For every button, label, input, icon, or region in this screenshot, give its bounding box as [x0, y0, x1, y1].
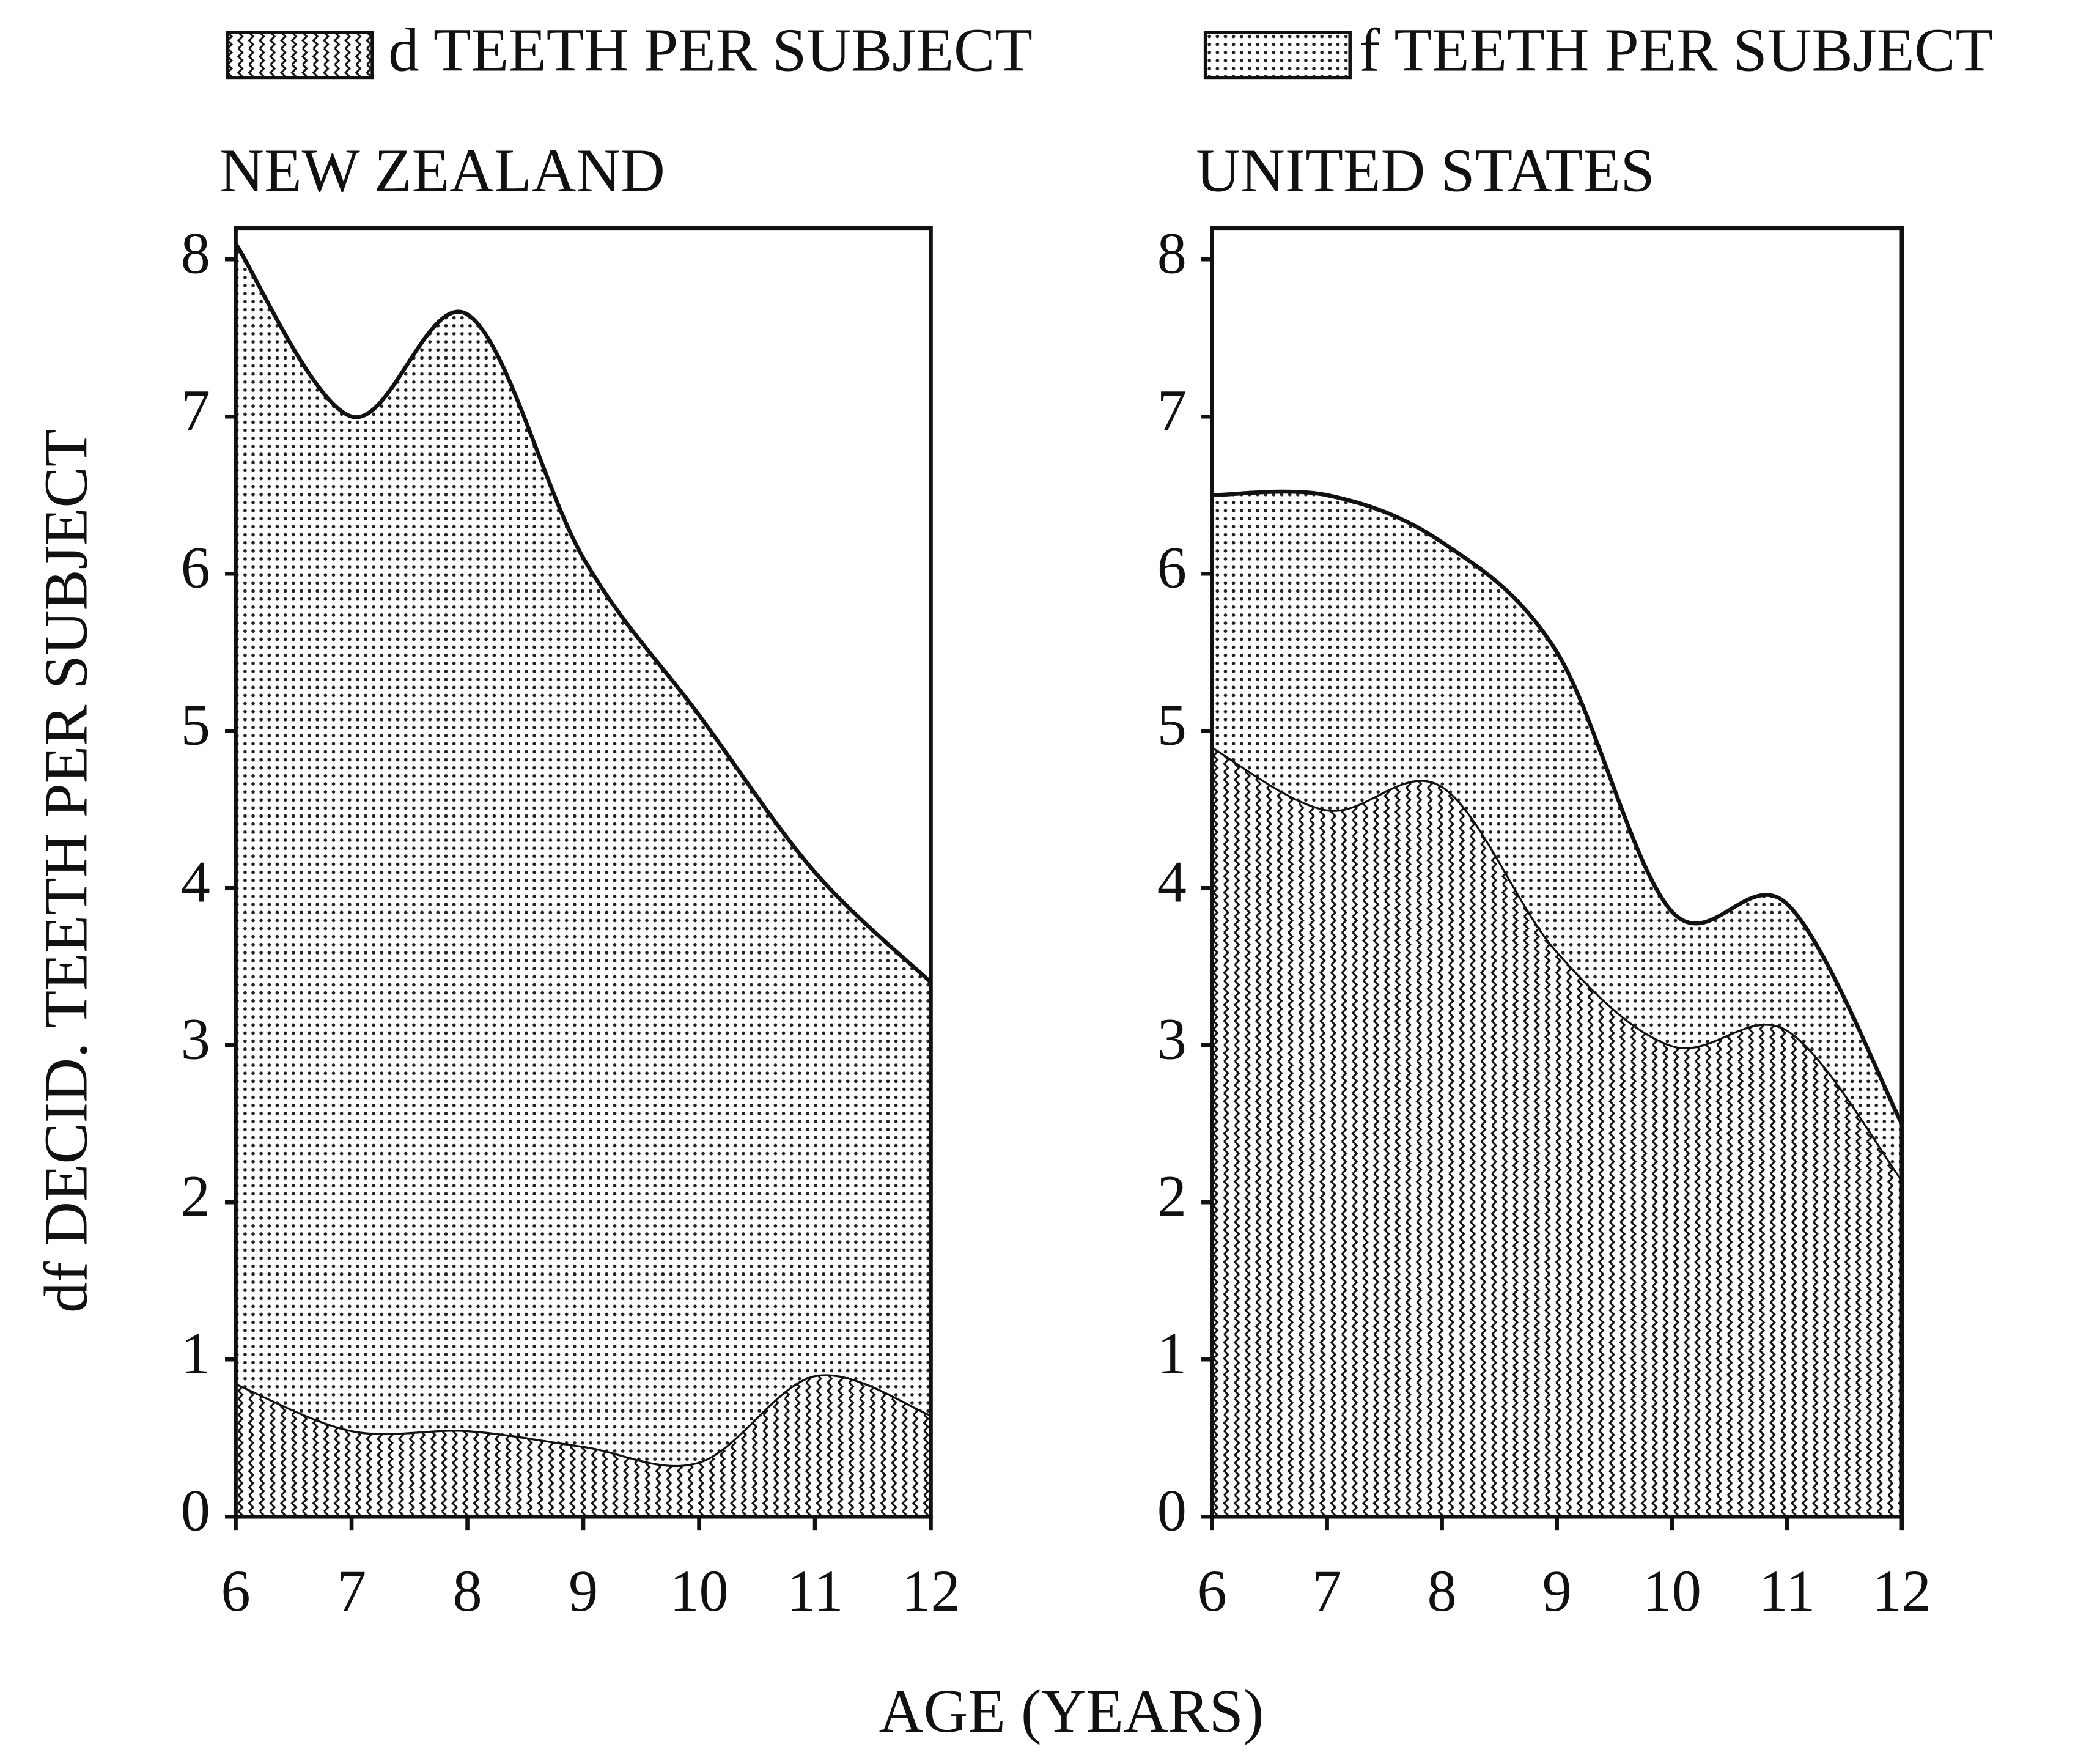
x-tick-label: 9	[569, 1558, 598, 1623]
x-tick-label: 9	[1542, 1558, 1572, 1623]
y-tick-label: 4	[1157, 849, 1187, 914]
y-tick-label: 8	[1157, 220, 1187, 286]
legend-swatch	[226, 31, 374, 80]
area	[235, 243, 931, 1465]
y-tick-label: 8	[181, 220, 210, 286]
y-tick-label: 1	[1157, 1320, 1187, 1386]
y-tick-label: 7	[181, 377, 210, 443]
y-tick-label: 5	[181, 692, 210, 757]
area	[235, 1374, 931, 1517]
x-tick-label: 8	[1428, 1558, 1457, 1623]
y-tick-label: 6	[181, 534, 210, 600]
y-tick-label: 0	[181, 1477, 210, 1543]
y-tick-label: 0	[1157, 1477, 1187, 1543]
x-tick-label: 11	[787, 1558, 844, 1623]
y-tick-label: 4	[181, 849, 210, 914]
area	[1212, 492, 1902, 1179]
x-tick-label: 8	[452, 1558, 482, 1623]
y-tick-label: 5	[1157, 692, 1187, 757]
y-tick-label: 2	[1157, 1163, 1187, 1228]
y-tick-label: 3	[1157, 1006, 1187, 1071]
y-tick-label: 2	[181, 1163, 210, 1228]
x-tick-label: 11	[1758, 1558, 1815, 1623]
x-tick-label: 6	[1197, 1558, 1226, 1623]
y-tick-label: 1	[181, 1320, 210, 1386]
x-axis-label: AGE (YEARS)	[879, 1677, 1264, 1745]
legend-label: d TEETH PER SUBJECT	[388, 16, 1032, 84]
legend-swatch	[1203, 31, 1352, 80]
panel-title: UNITED STATES	[1196, 136, 1654, 205]
panel-title: NEW ZEALAND	[219, 136, 665, 205]
x-tick-label: 10	[669, 1558, 728, 1623]
x-tick-label: 12	[1873, 1558, 1931, 1623]
area	[1212, 746, 1902, 1517]
y-tick-label: 3	[181, 1006, 210, 1071]
area-edge	[1212, 489, 1904, 1125]
area-edge	[234, 242, 932, 984]
x-tick-label: 10	[1643, 1558, 1701, 1623]
y-tick-label: 6	[1157, 534, 1187, 600]
legend-label: f TEETH PER SUBJECT	[1360, 16, 1994, 84]
x-tick-label: 12	[901, 1558, 960, 1623]
y-axis-label: df DECID. TEETH PER SUBJECT	[31, 429, 100, 1313]
y-tick-label: 7	[1157, 377, 1187, 443]
x-tick-label: 6	[221, 1558, 250, 1623]
x-tick-label: 7	[1313, 1558, 1342, 1623]
x-tick-label: 7	[337, 1558, 366, 1623]
